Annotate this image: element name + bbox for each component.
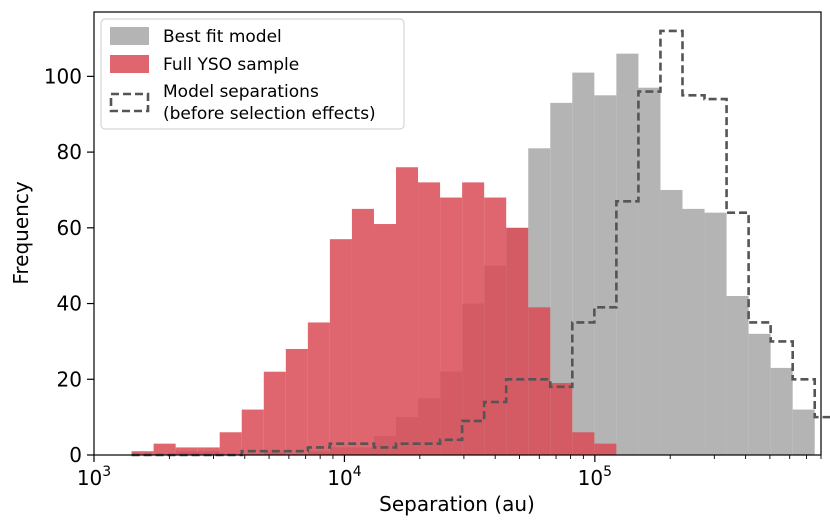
model-separations-step-line — [131, 29, 830, 457]
full-yso-sample-bar — [440, 197, 463, 455]
legend-label-model-separations-line2: (before selection effects) — [163, 104, 376, 124]
best-fit-model-bar — [704, 212, 727, 455]
full-yso-sample-bar — [484, 197, 507, 455]
full-yso-sample-bar — [263, 371, 286, 455]
full-yso-sample-bar — [175, 447, 198, 455]
legend-swatch-full-yso-sample — [110, 55, 149, 73]
y-axis-label: Frequency — [9, 181, 33, 284]
x-tick-label: 103 — [77, 464, 111, 490]
full-yso-sample-bar — [572, 432, 595, 455]
full-yso-sample-bar — [462, 182, 485, 455]
best-fit-model-bar — [792, 409, 815, 455]
y-tick-label: 60 — [57, 216, 82, 240]
full-yso-sample-bar — [219, 432, 242, 455]
best-fit-model-bar — [660, 189, 683, 455]
best-fit-model-bar — [550, 102, 573, 455]
legend-swatch-model-separations — [109, 92, 150, 113]
best-fit-model-bar — [638, 87, 661, 455]
full-yso-sample-bar — [351, 208, 374, 455]
legend-box — [100, 18, 405, 130]
full-yso-sample-bar — [307, 322, 330, 455]
legend-label-best-fit-model: Best fit model — [163, 27, 282, 47]
legend: Best fit model Full YSO sample Model sep… — [100, 18, 405, 130]
y-tick-label: 20 — [57, 367, 82, 391]
best-fit-model-bar — [572, 72, 595, 455]
full-yso-sample-bar — [241, 409, 264, 455]
x-axis-label: Separation (au) — [379, 492, 535, 516]
full-yso-sample-bars — [131, 167, 617, 455]
legend-swatch-best-fit-model — [110, 27, 149, 45]
full-yso-sample-bar — [285, 348, 308, 455]
plot-frame — [93, 11, 822, 456]
full-yso-sample-bar — [418, 182, 441, 455]
best-fit-model-bar — [682, 208, 705, 455]
x-tick-label: 105 — [578, 464, 612, 490]
y-tick-label: 100 — [44, 64, 82, 88]
y-tick-label: 40 — [57, 292, 82, 316]
full-yso-sample-bar — [329, 239, 352, 455]
y-tick-label: 0 — [69, 443, 82, 467]
full-yso-sample-bar — [396, 167, 419, 455]
best-fit-model-bar — [748, 333, 771, 455]
model-separations-step-layer — [131, 29, 830, 457]
full-yso-sample-bar — [197, 447, 220, 455]
full-yso-sample-bar — [373, 224, 397, 455]
full-yso-sample-bar — [153, 443, 176, 455]
y-tick-label: 80 — [57, 140, 82, 164]
full-yso-sample-bar — [550, 383, 573, 455]
full-yso-sample-bar — [594, 443, 617, 455]
best-fit-model-bar — [616, 53, 639, 456]
best-fit-model-bar — [726, 295, 749, 455]
x-tick-label: 104 — [327, 464, 361, 490]
legend-label-full-yso-sample: Full YSO sample — [163, 55, 299, 75]
x-axis-ticks: 103 104 105 — [77, 455, 822, 490]
best-fit-model-bar — [770, 367, 793, 455]
full-yso-sample-bar — [131, 451, 154, 455]
best-fit-model-bar — [594, 95, 617, 456]
full-yso-sample-bar — [506, 227, 529, 455]
y-axis-ticks: 0 20 40 60 80 100 — [44, 64, 94, 467]
legend-label-model-separations: Model separations — [163, 82, 319, 102]
full-yso-sample-bar — [528, 307, 551, 455]
